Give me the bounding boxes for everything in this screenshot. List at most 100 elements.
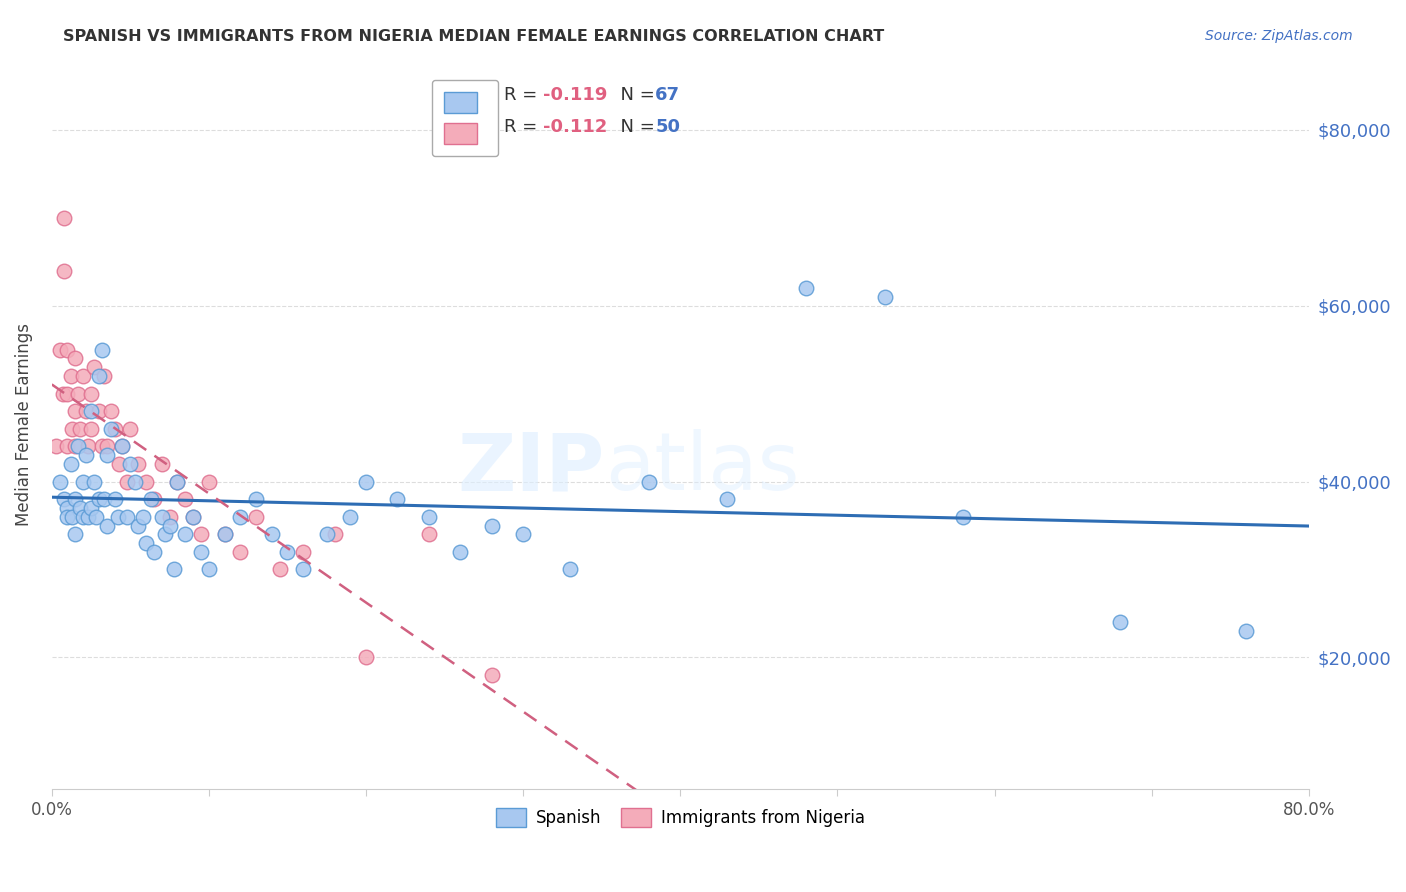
Point (108, 457, 131, 471)
Point (139, 492, 162, 507)
Point (150, 457, 173, 471)
Point (245, 492, 267, 507)
Point (56, 439, 79, 453)
Point (48, 475, 70, 489)
Point (77, 509, 100, 524)
Point (292, 545, 315, 559)
Point (481, 668, 503, 682)
Point (198, 475, 221, 489)
Point (292, 562, 315, 576)
Text: R =: R = (505, 86, 543, 103)
Point (111, 439, 134, 453)
Point (127, 518, 149, 533)
Point (72, 475, 94, 489)
Point (153, 527, 176, 541)
Point (80, 404, 103, 418)
Point (100, 422, 122, 436)
Point (229, 545, 252, 559)
Point (56, 500, 79, 515)
Point (65, 404, 87, 418)
Point (716, 492, 738, 507)
Point (45, 439, 67, 453)
Point (387, 492, 409, 507)
Point (56, 509, 79, 524)
Point (69, 500, 91, 515)
Point (104, 422, 127, 436)
Text: ZIP: ZIP (458, 429, 605, 508)
Point (174, 492, 197, 507)
Point (80, 386, 103, 401)
Point (952, 509, 974, 524)
Point (1234, 624, 1257, 638)
Point (142, 545, 165, 559)
Point (48, 343, 70, 357)
Point (1109, 615, 1132, 630)
Point (339, 509, 361, 524)
Point (100, 404, 122, 418)
Text: -0.119: -0.119 (543, 86, 607, 103)
Point (56, 343, 79, 357)
Point (96, 448, 118, 462)
Point (91, 343, 114, 357)
Point (166, 475, 188, 489)
Point (83, 475, 105, 489)
Point (159, 509, 181, 524)
Point (115, 475, 138, 489)
Point (166, 475, 188, 489)
Point (87, 492, 110, 507)
Point (512, 527, 534, 541)
Point (181, 509, 204, 524)
Point (53, 263, 76, 277)
Point (65, 492, 87, 507)
Point (75, 404, 97, 418)
Point (159, 518, 181, 533)
Point (60, 509, 83, 524)
Point (132, 509, 155, 524)
Point (60, 422, 83, 436)
Point (52, 386, 75, 401)
Point (449, 545, 471, 559)
Text: N =: N = (609, 119, 661, 136)
Point (65, 527, 87, 541)
Point (83, 360, 105, 375)
Point (163, 562, 186, 576)
Point (142, 492, 165, 507)
Point (115, 509, 138, 524)
Point (269, 562, 291, 576)
Point (91, 439, 114, 453)
Y-axis label: Median Female Earnings: Median Female Earnings (15, 323, 32, 526)
Point (84, 509, 107, 524)
Text: 50: 50 (655, 119, 681, 136)
Point (190, 527, 212, 541)
Point (135, 536, 157, 550)
Point (120, 457, 142, 471)
Point (96, 518, 118, 533)
Point (354, 475, 377, 489)
Point (245, 509, 267, 524)
Point (354, 650, 377, 665)
Point (418, 527, 440, 541)
Point (87, 369, 110, 384)
Point (75, 448, 97, 462)
Point (198, 562, 221, 576)
Point (638, 475, 661, 489)
Point (56, 386, 79, 401)
Point (124, 475, 146, 489)
Point (93, 492, 115, 507)
Point (72, 509, 94, 524)
Point (135, 475, 157, 489)
Text: SPANISH VS IMMIGRANTS FROM NIGERIA MEDIAN FEMALE EARNINGS CORRELATION CHART: SPANISH VS IMMIGRANTS FROM NIGERIA MEDIA… (63, 29, 884, 44)
Point (96, 439, 118, 453)
Point (107, 509, 129, 524)
Point (65, 351, 87, 366)
Point (323, 527, 346, 541)
Point (80, 500, 103, 515)
Point (80, 422, 103, 436)
Point (65, 439, 87, 453)
Point (174, 527, 197, 541)
Text: R =: R = (505, 119, 543, 136)
Point (794, 281, 817, 295)
Point (67, 386, 90, 401)
Point (53, 492, 76, 507)
Point (72, 369, 94, 384)
